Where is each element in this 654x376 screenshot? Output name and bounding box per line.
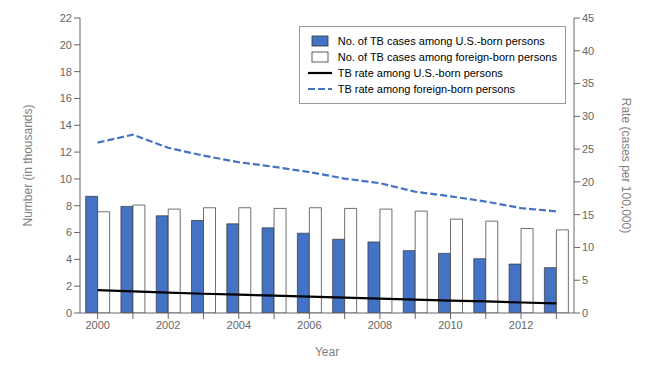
svg-text:16: 16	[60, 92, 72, 104]
svg-text:2010: 2010	[438, 319, 462, 331]
svg-text:4: 4	[66, 253, 72, 265]
svg-text:18: 18	[60, 66, 72, 78]
html-text:TB rate among U.S.-born person: TB rate among U.S.-born persons	[337, 67, 503, 79]
svg-text:2008: 2008	[368, 319, 392, 331]
svg-text:0: 0	[582, 307, 588, 319]
svg-text:6: 6	[66, 226, 72, 238]
svg-text:2002: 2002	[156, 319, 180, 331]
svg-text:2: 2	[66, 280, 72, 292]
svg-text:45: 45	[582, 12, 594, 24]
svg-text:Rate (cases per 100,000): Rate (cases per 100,000)	[619, 98, 633, 233]
svg-text:30: 30	[582, 110, 594, 122]
svg-text:12: 12	[60, 146, 72, 158]
html-text:No. of TB cases among foreign-: No. of TB cases among foreign-born perso…	[337, 51, 557, 63]
svg-text:20: 20	[582, 176, 594, 188]
svg-text:35: 35	[582, 77, 594, 89]
html-text:No. of TB cases among U.S.-bor: No. of TB cases among U.S.-born persons	[337, 35, 545, 47]
svg-text:2006: 2006	[297, 319, 321, 331]
svg-text:2012: 2012	[509, 319, 533, 331]
svg-text:14: 14	[60, 119, 72, 131]
svg-text:5: 5	[582, 274, 588, 286]
svg-text:22: 22	[60, 12, 72, 24]
svg-text:8: 8	[66, 200, 72, 212]
svg-text:25: 25	[582, 143, 594, 155]
svg-text:10: 10	[582, 241, 594, 253]
svg-text:0: 0	[66, 307, 72, 319]
svg-text:20: 20	[60, 39, 72, 51]
svg-text:10: 10	[60, 173, 72, 185]
html-text:TB rate among foreign-born per: TB rate among foreign-born persons	[337, 83, 515, 95]
svg-text:2004: 2004	[227, 319, 251, 331]
svg-text:Number (in thousands): Number (in thousands)	[21, 104, 35, 226]
svg-text:40: 40	[582, 45, 594, 57]
svg-text:2000: 2000	[85, 319, 109, 331]
svg-text:Year: Year	[315, 345, 339, 359]
svg-text:15: 15	[582, 209, 594, 221]
